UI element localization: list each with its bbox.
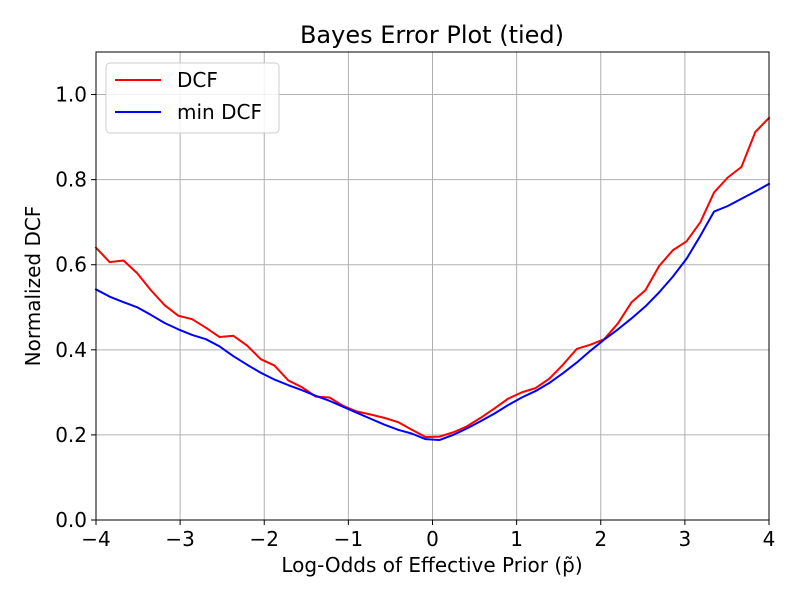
y-tick-label: 0.2 — [55, 423, 87, 447]
series-lines — [94, 116, 771, 442]
x-tick-label: −4 — [81, 527, 110, 551]
x-tick-label: 3 — [679, 527, 692, 551]
x-tick-label: −1 — [334, 527, 363, 551]
x-tick-label: −2 — [250, 527, 279, 551]
x-tick-label: 0 — [426, 527, 439, 551]
chart-title: Bayes Error Plot (tied) — [300, 21, 564, 49]
y-tick-label: 0.8 — [55, 168, 87, 192]
series-line-dcf — [94, 116, 771, 439]
y-axis-title: Normalized DCF — [21, 206, 45, 367]
x-axis-title: Log-Odds of Effective Prior (p̃) — [281, 553, 582, 577]
y-tick-label: 0.6 — [55, 253, 87, 277]
y-tick-label: 1.0 — [55, 83, 87, 107]
x-tick-label: 4 — [763, 527, 776, 551]
x-tick-label: 2 — [594, 527, 607, 551]
legend: DCF min DCF — [105, 62, 280, 134]
legend-label-dcf: DCF — [177, 68, 218, 92]
x-tick-label: 1 — [510, 527, 523, 551]
series-line-min-dcf — [94, 182, 771, 442]
legend-label-min-dcf: min DCF — [177, 100, 262, 124]
tick-layer: −4 −3 −2 −1 0 1 2 3 4 0.0 0.2 0.4 0.6 0.8 1.0 — [55, 83, 775, 551]
y-tick-label: 0.0 — [55, 508, 87, 532]
x-tick-label: −3 — [165, 527, 194, 551]
y-tick-label: 0.4 — [55, 338, 87, 362]
